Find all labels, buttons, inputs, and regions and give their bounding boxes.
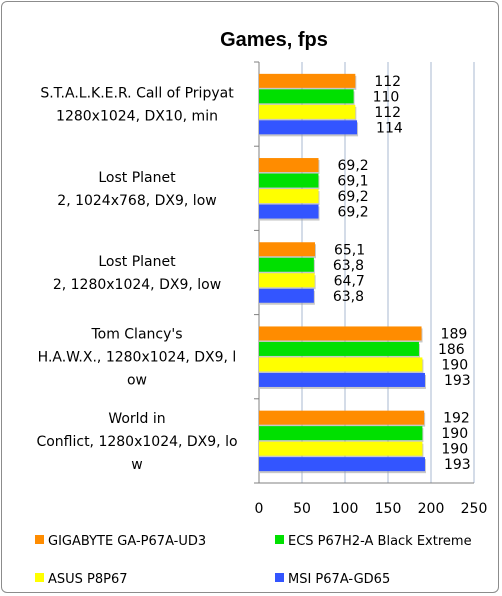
x-tick-label: 250 [461, 501, 488, 517]
data-label: 110 [373, 89, 400, 105]
x-tick-label: 0 [255, 501, 264, 517]
bar [259, 173, 319, 188]
bar [259, 426, 423, 441]
bar [259, 273, 315, 288]
legend-entry: ASUS P8P67 [48, 572, 128, 587]
category-label: Lost Planet [98, 254, 176, 270]
data-label: 114 [376, 120, 403, 136]
bar [259, 257, 314, 272]
data-label: 69,1 [337, 174, 368, 190]
legend-swatch [275, 535, 284, 544]
bar [259, 410, 425, 425]
bar [259, 288, 314, 303]
category-label: 2, 1024x768, DX9, low [57, 193, 216, 209]
data-label: 192 [443, 411, 470, 427]
data-label: 63,8 [333, 258, 364, 274]
legend-entry: ECS P67H2-A Black Extreme [288, 534, 472, 549]
data-label: 189 [441, 326, 468, 342]
data-label: 63,8 [333, 289, 364, 305]
data-label: 112 [374, 105, 401, 121]
category-label: 2, 1280x1024, DX9, low [53, 277, 221, 293]
data-label: 193 [444, 457, 471, 473]
data-label: 190 [441, 442, 468, 458]
chart-title: Games, fps [220, 29, 328, 51]
legend-entry: MSI P67A-GD65 [288, 572, 390, 587]
category-label: w [131, 457, 142, 473]
category-label: 1280x1024, DX10, min [56, 109, 218, 125]
bar [259, 441, 423, 456]
category-label: ow [127, 373, 147, 389]
data-label: 65,1 [334, 242, 365, 258]
category-label: Conflict, 1280x1024, DX9, lo [36, 434, 237, 450]
x-tick-label: 100 [332, 501, 359, 517]
bar [259, 104, 356, 119]
bar [259, 457, 425, 472]
x-tick-label: 200 [418, 501, 445, 517]
x-tick-label: 50 [293, 501, 311, 517]
category-label: S.T.A.L.K.E.R. Call of Pripyat [40, 86, 234, 102]
legend-swatch [35, 573, 44, 582]
bar [259, 120, 358, 135]
data-label: 64,7 [334, 273, 365, 289]
data-label: 193 [444, 373, 471, 389]
data-label: 190 [441, 357, 468, 373]
data-label: 69,2 [338, 158, 369, 174]
legend: GIGABYTE GA-P67A-UD3 ECS P67H2-A Black Ex… [35, 534, 472, 587]
legend-swatch [35, 535, 44, 544]
bar [259, 89, 354, 104]
bar [259, 326, 422, 341]
category-label: H.A.W.X., 1280x1024, DX9, l [38, 350, 237, 366]
legend-entry: GIGABYTE GA-P67A-UD3 [48, 534, 206, 549]
category-label: World in [108, 411, 165, 427]
data-label: 69,2 [338, 189, 369, 205]
data-label: 112 [374, 74, 401, 90]
bar [259, 73, 356, 88]
data-label: 186 [438, 342, 465, 358]
x-tick-label: 150 [375, 501, 402, 517]
bar [259, 189, 319, 204]
plot-area: 0 50 100 150 200 250112110112114S.T.A.L.K.E.R… [36, 61, 488, 517]
bar [259, 242, 315, 257]
bar [259, 372, 425, 387]
bar [259, 341, 419, 356]
bar [259, 204, 319, 219]
category-label: Lost Planet [98, 170, 176, 186]
bar [259, 357, 423, 372]
category-label: Tom Clancy's [90, 327, 182, 343]
bar [259, 158, 319, 173]
data-label: 69,2 [338, 205, 369, 221]
data-label: 190 [441, 426, 468, 442]
legend-swatch [275, 573, 284, 582]
